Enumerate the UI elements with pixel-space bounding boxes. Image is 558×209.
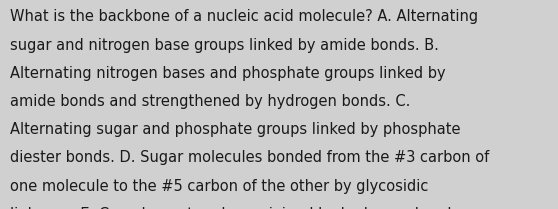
Text: Alternating sugar and phosphate groups linked by phosphate: Alternating sugar and phosphate groups l… bbox=[10, 122, 460, 137]
Text: sugar and nitrogen base groups linked by amide bonds. B.: sugar and nitrogen base groups linked by… bbox=[10, 38, 439, 53]
Text: Alternating nitrogen bases and phosphate groups linked by: Alternating nitrogen bases and phosphate… bbox=[10, 66, 446, 81]
Text: diester bonds. D. Sugar molecules bonded from the #3 carbon of: diester bonds. D. Sugar molecules bonded… bbox=[10, 150, 489, 166]
Text: amide bonds and strengthened by hydrogen bonds. C.: amide bonds and strengthened by hydrogen… bbox=[10, 94, 411, 109]
Text: one molecule to the #5 carbon of the other by glycosidic: one molecule to the #5 carbon of the oth… bbox=[10, 179, 429, 194]
Text: linkages. E. Complementary bases joined by hydrogen bonds.: linkages. E. Complementary bases joined … bbox=[10, 207, 464, 209]
Text: What is the backbone of a nucleic acid molecule? A. Alternating: What is the backbone of a nucleic acid m… bbox=[10, 9, 478, 24]
